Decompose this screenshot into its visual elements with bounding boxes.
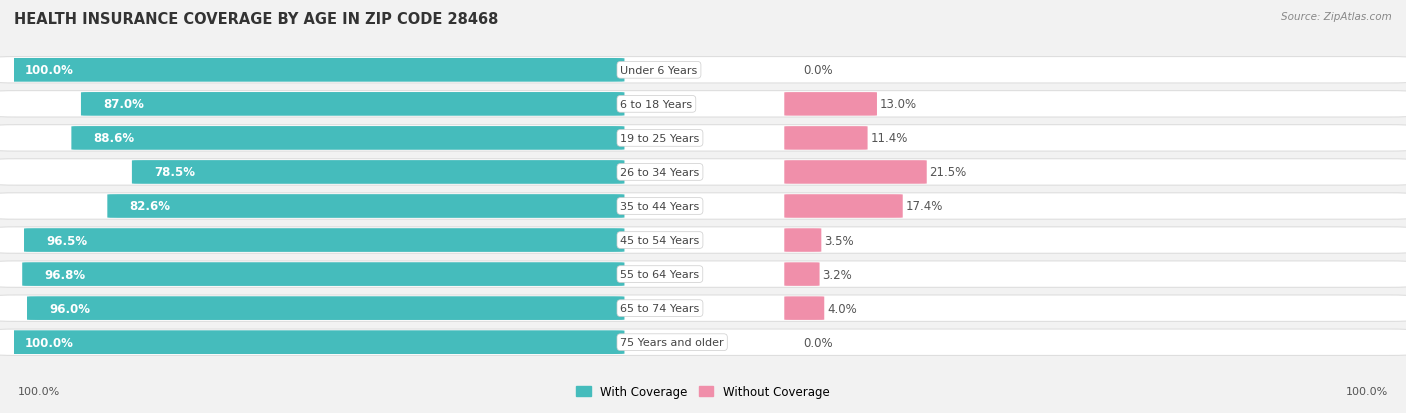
Text: 19 to 25 Years: 19 to 25 Years	[620, 133, 700, 144]
Text: 3.5%: 3.5%	[824, 234, 853, 247]
FancyBboxPatch shape	[0, 261, 1406, 287]
Text: 88.6%: 88.6%	[93, 132, 135, 145]
FancyBboxPatch shape	[785, 93, 877, 116]
Text: 35 to 44 Years: 35 to 44 Years	[620, 202, 700, 211]
Text: 65 to 74 Years: 65 to 74 Years	[620, 304, 700, 313]
Text: 96.0%: 96.0%	[49, 302, 90, 315]
Text: 0.0%: 0.0%	[804, 336, 834, 349]
Text: 0.0%: 0.0%	[804, 64, 834, 77]
Text: 75 Years and older: 75 Years and older	[620, 337, 724, 347]
Legend: With Coverage, Without Coverage: With Coverage, Without Coverage	[572, 381, 834, 403]
Text: 100.0%: 100.0%	[18, 387, 60, 396]
Text: 100.0%: 100.0%	[25, 64, 75, 77]
Text: 55 to 64 Years: 55 to 64 Years	[620, 269, 699, 280]
FancyBboxPatch shape	[0, 159, 1406, 185]
Text: 17.4%: 17.4%	[905, 200, 943, 213]
Text: HEALTH INSURANCE COVERAGE BY AGE IN ZIP CODE 28468: HEALTH INSURANCE COVERAGE BY AGE IN ZIP …	[14, 12, 499, 27]
FancyBboxPatch shape	[132, 161, 624, 184]
Text: 87.0%: 87.0%	[103, 98, 143, 111]
Text: 6 to 18 Years: 6 to 18 Years	[620, 100, 692, 109]
Text: 11.4%: 11.4%	[870, 132, 908, 145]
FancyBboxPatch shape	[24, 229, 624, 252]
Text: 78.5%: 78.5%	[153, 166, 195, 179]
FancyBboxPatch shape	[27, 297, 624, 320]
FancyBboxPatch shape	[107, 195, 624, 218]
Text: 96.8%: 96.8%	[44, 268, 86, 281]
Text: 13.0%: 13.0%	[880, 98, 917, 111]
Text: 3.2%: 3.2%	[823, 268, 852, 281]
Text: 100.0%: 100.0%	[1346, 387, 1388, 396]
Text: 100.0%: 100.0%	[25, 336, 75, 349]
FancyBboxPatch shape	[3, 59, 624, 83]
Text: Under 6 Years: Under 6 Years	[620, 66, 697, 76]
FancyBboxPatch shape	[0, 329, 1406, 356]
FancyBboxPatch shape	[0, 57, 1406, 84]
Text: 82.6%: 82.6%	[129, 200, 170, 213]
FancyBboxPatch shape	[785, 161, 927, 184]
FancyBboxPatch shape	[0, 295, 1406, 321]
FancyBboxPatch shape	[0, 193, 1406, 220]
FancyBboxPatch shape	[785, 127, 868, 150]
Text: 45 to 54 Years: 45 to 54 Years	[620, 235, 700, 245]
FancyBboxPatch shape	[0, 228, 1406, 254]
FancyBboxPatch shape	[3, 330, 624, 354]
FancyBboxPatch shape	[82, 93, 624, 116]
Text: 21.5%: 21.5%	[929, 166, 967, 179]
Text: Source: ZipAtlas.com: Source: ZipAtlas.com	[1281, 12, 1392, 22]
Text: 96.5%: 96.5%	[46, 234, 87, 247]
FancyBboxPatch shape	[785, 263, 820, 286]
FancyBboxPatch shape	[72, 127, 624, 150]
FancyBboxPatch shape	[22, 263, 624, 286]
FancyBboxPatch shape	[785, 229, 821, 252]
FancyBboxPatch shape	[0, 92, 1406, 118]
FancyBboxPatch shape	[785, 195, 903, 218]
FancyBboxPatch shape	[0, 126, 1406, 152]
Text: 4.0%: 4.0%	[827, 302, 856, 315]
Text: 26 to 34 Years: 26 to 34 Years	[620, 168, 700, 178]
FancyBboxPatch shape	[785, 297, 824, 320]
